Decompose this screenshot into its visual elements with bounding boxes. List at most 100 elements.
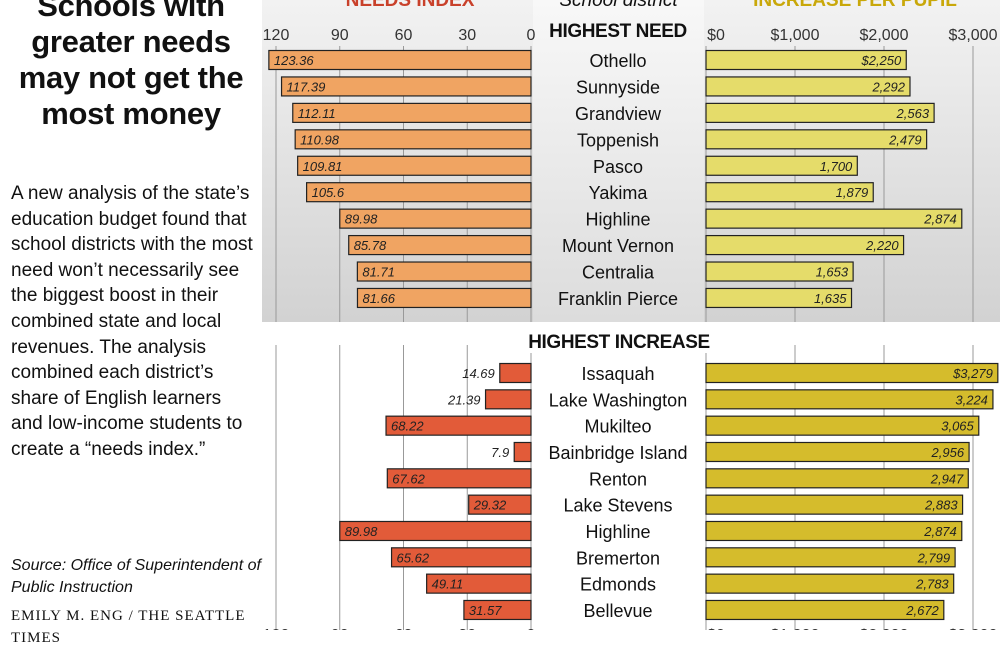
needs-bar: [297, 155, 532, 176]
increase-value-label: 1,635: [814, 291, 847, 306]
chart-title: Schools with greater needs may not get t…: [18, 0, 244, 131]
district-label: Grandview: [575, 104, 662, 124]
increase-bar: [705, 76, 911, 97]
needs-bar: [463, 599, 532, 621]
increase-tick-label: $1,000: [771, 27, 820, 44]
district-label: Pasco: [593, 157, 643, 177]
increase-bar: [705, 234, 905, 256]
increase-value-label: 1,653: [816, 265, 849, 280]
increase-value-label: 2,883: [924, 498, 958, 513]
increase-bar: [705, 573, 955, 594]
needs-value-label: 123.36: [274, 53, 315, 68]
needs-tick-label: 120: [263, 27, 290, 44]
needs-bar: [292, 102, 532, 123]
needs-bar: [306, 182, 532, 203]
needs-bar: [339, 208, 532, 229]
district-label: Mukilteo: [584, 417, 651, 437]
chart: 120 90 60 30 0 $0 $1,000 $2,000 $3,000 120 90 60 30 0…: [263, 27, 999, 630]
increase-value-label: 2,292: [871, 79, 905, 94]
needs-bar: [468, 494, 532, 515]
increase-value-label: 2,783: [915, 577, 949, 592]
increase-value-label: 2,947: [930, 471, 964, 486]
increase-tick-label: $0: [707, 627, 725, 630]
increase-bar: [705, 599, 945, 621]
needs-bar: [268, 49, 532, 71]
needs-tick-label: 0: [527, 27, 536, 44]
needs-bar: [386, 468, 532, 489]
increase-bar: [705, 494, 964, 515]
needs-value-label: 117.39: [287, 79, 326, 94]
needs-value-label: 14.69: [462, 366, 495, 381]
needs-value-label: 29.32: [473, 498, 507, 513]
district-label: Othello: [589, 51, 646, 71]
increase-bar: [705, 468, 969, 489]
needs-tick-label: 60: [395, 27, 413, 44]
increase-value-label: 1,879: [836, 185, 869, 200]
district-label: Bremerton: [576, 548, 660, 568]
increase-bar: [705, 547, 956, 568]
district-label: Centralia: [582, 263, 655, 283]
needs-bar: [294, 129, 532, 150]
increase-bar: [705, 389, 994, 410]
needs-tick-label: 0: [527, 627, 536, 630]
increase-value-label: 2,874: [923, 524, 957, 539]
district-label: Lake Washington: [549, 390, 687, 410]
district-label: Renton: [589, 469, 647, 489]
needs-value-label: 68.22: [391, 419, 424, 434]
increase-value-label: 2,672: [905, 603, 939, 618]
increase-value-label: 2,479: [888, 132, 922, 147]
increase-bar: [705, 208, 963, 229]
increase-bar: [705, 261, 854, 282]
increase-bar: [705, 49, 907, 71]
increase-tick-label: $2,000: [860, 27, 909, 44]
increase-value-label: 2,874: [923, 212, 957, 227]
increase-header: INCREASE PER PUPIL: [753, 0, 957, 11]
increase-bar: [705, 155, 858, 176]
needs-bar: [280, 76, 532, 97]
needs-tick-label: 120: [263, 627, 290, 630]
district-label: Bellevue: [583, 601, 652, 621]
needs-value-label: 89.98: [345, 212, 378, 227]
district-label: Edmonds: [580, 575, 656, 595]
increase-bar: [705, 362, 999, 384]
needs-value-label: 31.57: [469, 603, 502, 618]
needs-value-label: 65.62: [397, 550, 430, 565]
needs-tick-label: 90: [331, 27, 349, 44]
needs-tick-label: 60: [395, 627, 413, 630]
needs-value-label: 67.62: [392, 471, 425, 486]
needs-value-label: 7.9: [491, 445, 509, 460]
needs-value-label: 81.66: [362, 291, 395, 306]
needs-bar: [385, 415, 532, 436]
increase-tick-label: $1,000: [771, 627, 820, 630]
description: A new analysis of the state’s education …: [11, 183, 253, 460]
increase-value-label: 2,563: [896, 106, 930, 121]
needs-header: NEEDS INDEX: [345, 0, 475, 11]
needs-value-label: 81.71: [362, 265, 395, 280]
district-header: School district: [559, 0, 678, 11]
credit: EMILY M. ENG / THE SEATTLE TIMES: [11, 608, 246, 646]
needs-value-label: 89.98: [345, 524, 378, 539]
increase-bar: [705, 129, 928, 150]
needs-bar: [426, 573, 532, 594]
district-label: Sunnyside: [576, 77, 660, 97]
needs-value-label: 109.81: [303, 159, 343, 174]
district-label: Issaquah: [581, 364, 654, 384]
increase-bar: [705, 182, 874, 203]
increase-tick-label: $0: [707, 27, 725, 44]
needs-bar: [339, 520, 532, 542]
needs-value-label: 85.78: [354, 238, 387, 253]
needs-value-label: 110.98: [300, 132, 340, 147]
district-label: Highline: [585, 522, 650, 542]
increase-value-label: 2,799: [917, 550, 951, 565]
increase-tick-label: $3,000: [949, 27, 998, 44]
needs-bar: [484, 389, 532, 410]
increase-bar: [705, 415, 980, 436]
needs-tick-label: 30: [458, 27, 476, 44]
group-label-highest-increase: HIGHEST INCREASE: [524, 332, 714, 354]
needs-bar: [390, 547, 532, 568]
increase-value-label: 2,220: [865, 238, 899, 253]
increase-bar: [705, 287, 853, 309]
increase-value-label: 3,065: [941, 419, 974, 434]
increase-tick-label: $3,000: [949, 627, 998, 630]
district-label: Lake Stevens: [563, 496, 672, 516]
